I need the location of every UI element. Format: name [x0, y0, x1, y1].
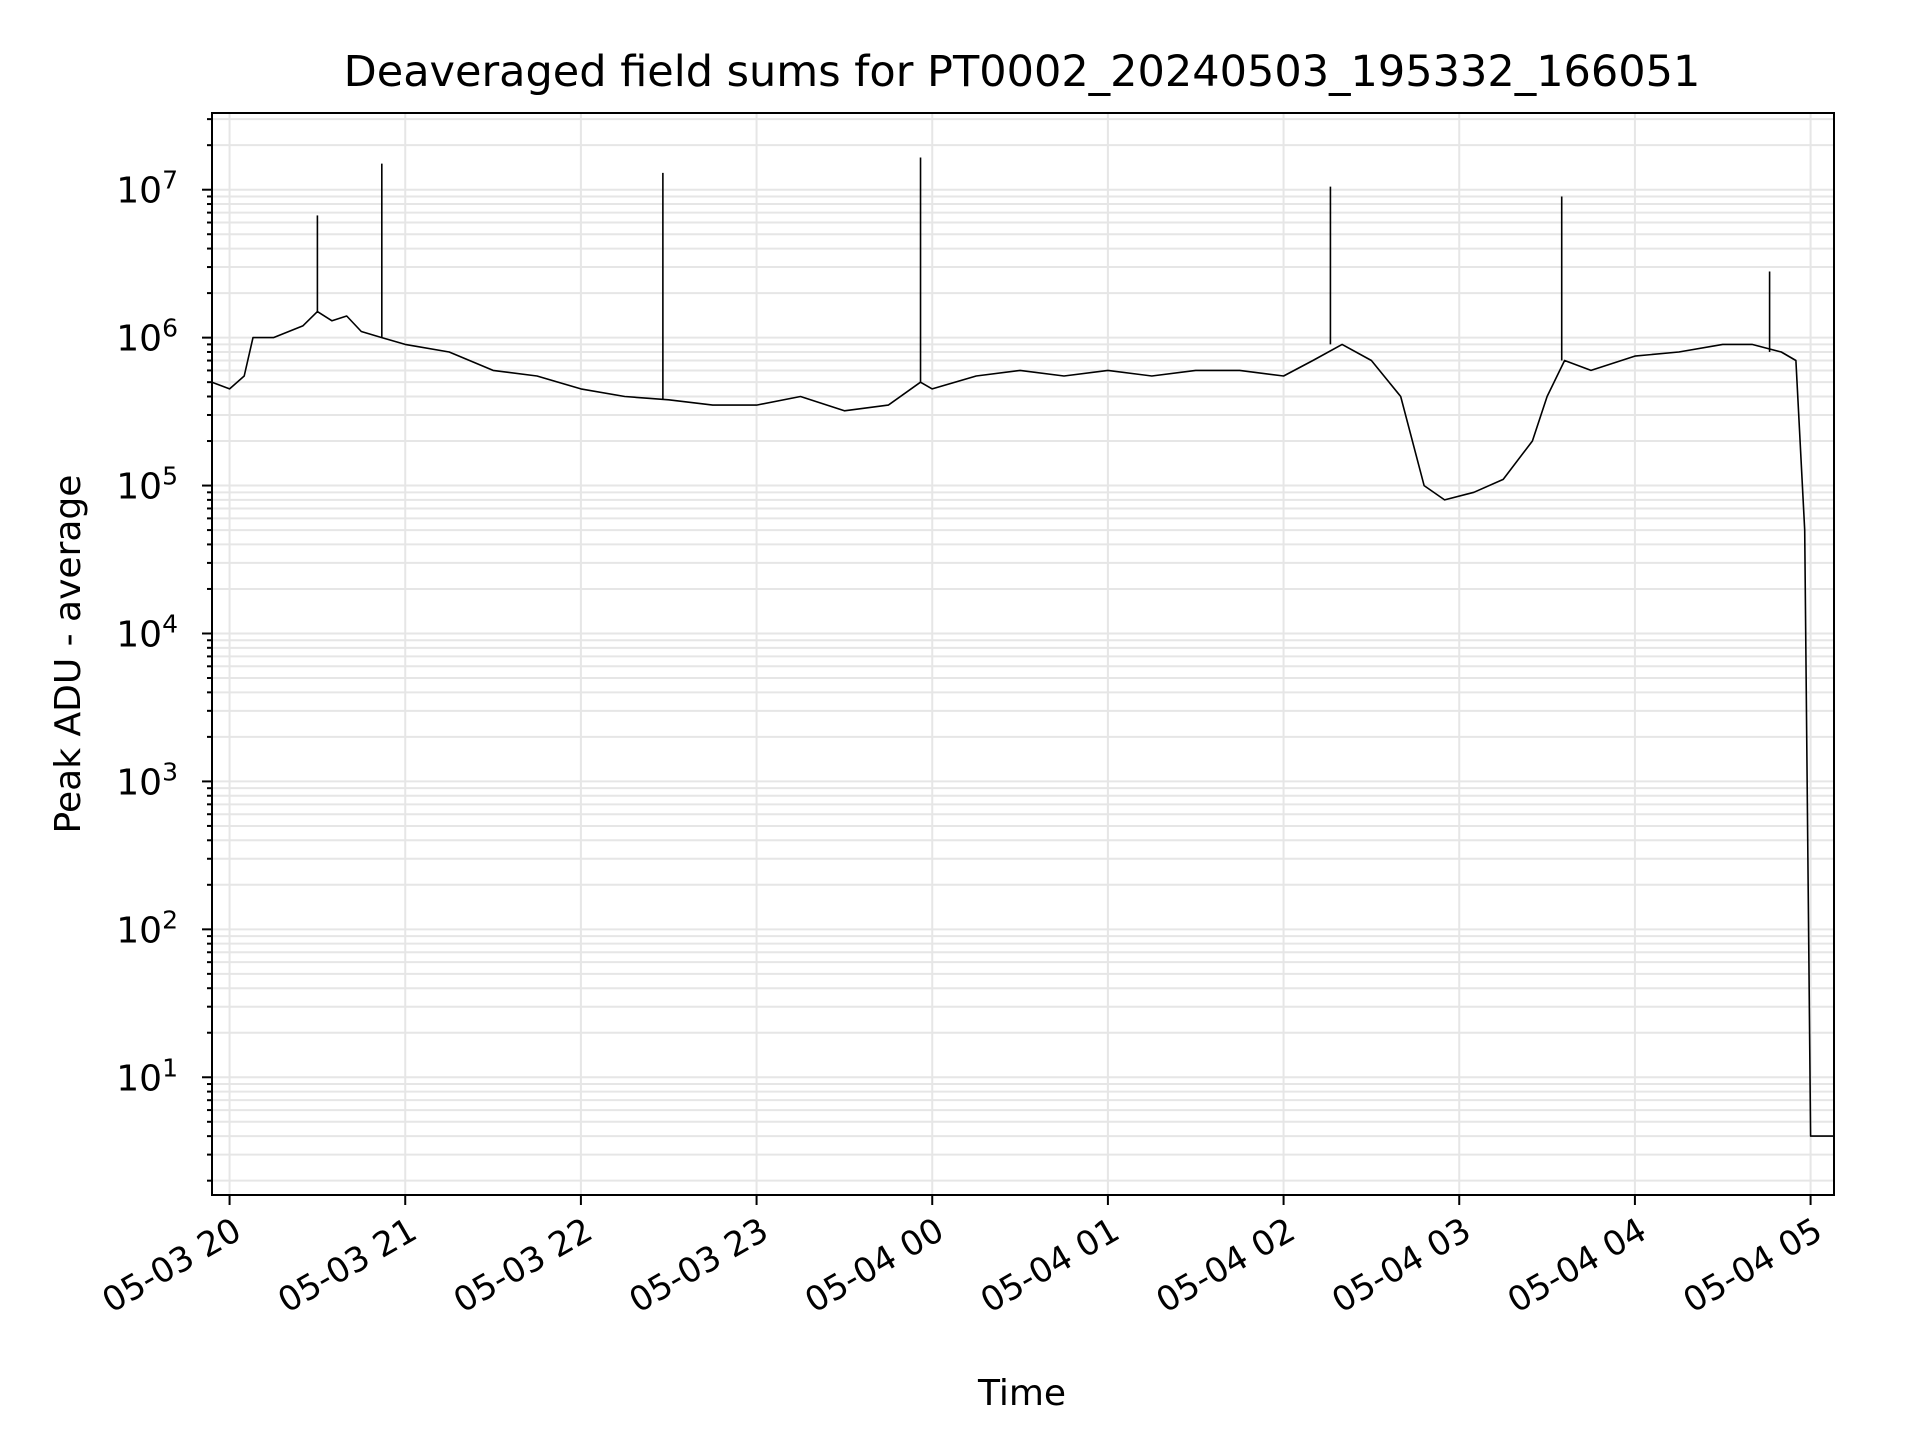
y-tick-label: 102	[116, 905, 178, 951]
x-axis: 05-03 20 05-03 21 05-03 22 05-03 23 05-04 00…	[96, 1195, 1829, 1321]
x-tick-label: 05-03 23	[623, 1210, 775, 1321]
x-tick-label: 05-04 00	[798, 1210, 950, 1321]
y-axis-label: Peak ADU - average	[48, 475, 89, 834]
chart-title: Deaveraged field sums for PT0002_2024050…	[344, 47, 1701, 97]
x-tick-label: 05-04 03	[1325, 1210, 1477, 1321]
y-axis: 101 102 103 104 105 106 107	[116, 118, 212, 1182]
y-tick-label: 106	[116, 314, 178, 360]
x-tick-label: 05-03 20	[96, 1210, 248, 1321]
y-tick-label: 107	[116, 166, 178, 212]
x-axis-label: Time	[977, 1373, 1066, 1414]
series-layer	[211, 157, 1834, 1137]
x-tick-label: 05-04 04	[1501, 1210, 1653, 1321]
grid	[212, 113, 1834, 1195]
x-tick-label: 05-03 21	[271, 1210, 423, 1321]
plot-frame	[211, 112, 1835, 1196]
x-tick-label: 05-04 05	[1677, 1210, 1829, 1321]
x-tick-label: 05-04 01	[974, 1210, 1126, 1321]
y-tick-label: 101	[116, 1053, 178, 1099]
y-tick-label: 105	[116, 462, 178, 508]
y-tick-label: 104	[116, 609, 178, 655]
series-line	[211, 310, 1834, 1137]
x-tick-label: 05-03 22	[447, 1210, 599, 1321]
y-tick-label: 103	[116, 757, 178, 803]
x-tick-label: 05-04 02	[1150, 1210, 1302, 1321]
